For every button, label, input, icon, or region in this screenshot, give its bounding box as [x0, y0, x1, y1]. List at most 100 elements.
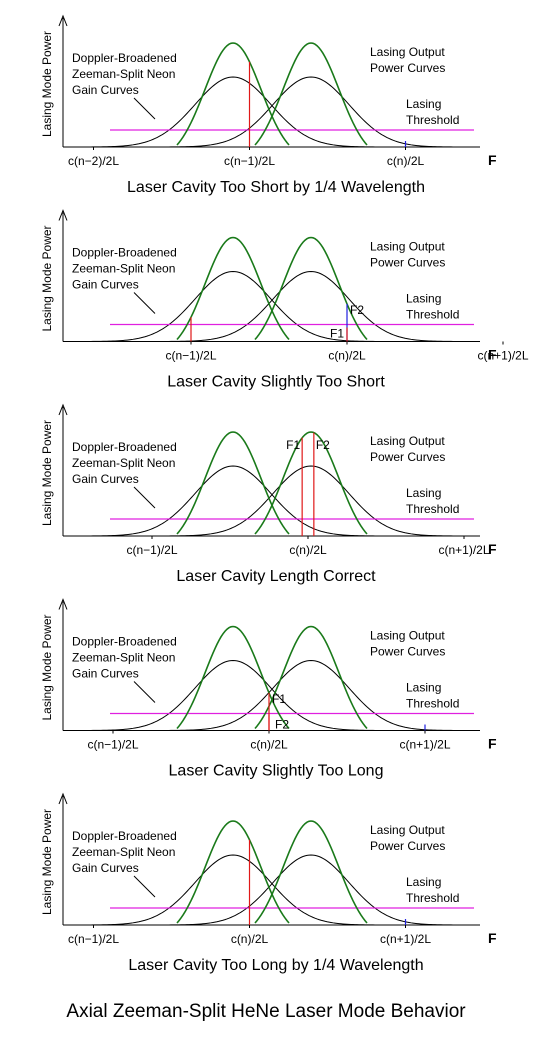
tick-label: c(n)/2L: [250, 738, 288, 752]
output-curve-right: [254, 236, 368, 341]
tick-label: c(n−1)/2L: [87, 738, 138, 752]
panel-title: Laser Cavity Slightly Too Short: [167, 374, 385, 391]
x-axis-label: F: [488, 347, 497, 363]
gain-label: Gain Curves: [72, 667, 139, 681]
gain-pointer: [133, 681, 156, 703]
threshold-label: Threshold: [406, 891, 459, 905]
gain-curve-left: [71, 76, 471, 148]
threshold-label: Lasing: [406, 97, 441, 111]
y-axis-arrow: [58, 14, 68, 27]
y-axis-label: Lasing Mode Power: [40, 614, 54, 720]
gain-label: Zeeman-Split Neon: [72, 651, 175, 665]
threshold-label: Lasing: [406, 486, 441, 500]
gain-curve-right: [71, 76, 471, 148]
tick-label: c(n−1)/2L: [68, 932, 119, 946]
threshold-label: Threshold: [406, 502, 459, 516]
tick-label: c(n−1)/2L: [224, 154, 275, 168]
y-axis-arrow: [58, 598, 68, 610]
tick-label: c(n)/2L: [231, 932, 269, 946]
gain-label: Doppler-Broadened: [72, 635, 177, 649]
gain-label: Gain Curves: [72, 278, 139, 292]
panel-3: Lasing Mode Power F Doppler-Broadened Zeema…: [40, 403, 497, 585]
gain-pointer: [133, 875, 156, 898]
tick-label: c(n+1)/2L: [438, 543, 489, 557]
mode-label: F1: [272, 692, 286, 706]
mode-label: F2: [316, 438, 330, 452]
output-curve-right: [254, 625, 368, 730]
output-curve-left: [176, 431, 290, 535]
output-curve-left: [176, 236, 290, 341]
panel-title: Laser Cavity Slightly Too Long: [169, 763, 384, 780]
y-axis-label: Lasing Mode Power: [40, 31, 54, 137]
gain-curve-right: [71, 854, 471, 926]
output-curve-right: [254, 42, 368, 146]
x-axis-label: F: [488, 152, 497, 168]
x-axis-label: F: [488, 541, 497, 557]
gain-label: Doppler-Broadened: [72, 246, 177, 260]
output-label: Lasing Output: [370, 45, 445, 59]
tick-label: c(n)/2L: [289, 543, 327, 557]
panels-group: Lasing Mode Power F Doppler-Broadened Zeema…: [40, 14, 529, 974]
gain-label: Gain Curves: [72, 472, 139, 486]
gain-label: Zeeman-Split Neon: [72, 456, 175, 470]
output-label: Power Curves: [370, 61, 445, 75]
gain-label: Gain Curves: [72, 861, 139, 875]
x-axis-label: F: [488, 930, 497, 946]
tick-label: c(n)/2L: [387, 154, 425, 168]
output-label: Lasing Output: [370, 434, 445, 448]
output-curve-left: [176, 42, 290, 146]
x-axis-label: F: [488, 736, 497, 752]
gain-curve-left: [71, 854, 471, 926]
y-axis-label: Lasing Mode Power: [40, 225, 54, 331]
y-axis-label: Lasing Mode Power: [40, 420, 54, 526]
gain-curve-right: [71, 659, 471, 731]
output-label: Power Curves: [370, 256, 445, 270]
output-curve-left: [176, 820, 290, 924]
mode-label: F1: [286, 438, 300, 452]
y-axis-arrow: [58, 403, 68, 416]
panel-title: Laser Cavity Too Long by 1/4 Wavelength: [128, 957, 423, 974]
output-label: Power Curves: [370, 450, 445, 464]
tick-label: c(n+1)/2L: [399, 738, 450, 752]
threshold-label: Lasing: [406, 681, 441, 695]
gain-label: Zeeman-Split Neon: [72, 845, 175, 859]
panel-title: Laser Cavity Too Short by 1/4 Wavelength: [127, 179, 425, 196]
gain-pointer: [133, 97, 156, 120]
output-label: Lasing Output: [370, 240, 445, 254]
tick-label: c(n+1)/2L: [380, 932, 431, 946]
gain-pointer: [133, 292, 156, 314]
tick-label: c(n+1)/2L: [477, 349, 528, 363]
gain-curve-left: [71, 659, 471, 731]
mode-label: F2: [350, 303, 364, 317]
tick-label: c(n−1)/2L: [126, 543, 177, 557]
output-curve-left: [176, 625, 290, 730]
tick-label: c(n)/2L: [328, 349, 366, 363]
output-curve-right: [254, 820, 368, 924]
panel-1: Lasing Mode Power F Doppler-Broadened Zeema…: [40, 14, 497, 196]
threshold-label: Threshold: [406, 308, 459, 322]
output-curve-right: [254, 431, 368, 535]
gain-label: Doppler-Broadened: [72, 440, 177, 454]
output-label: Power Curves: [370, 645, 445, 659]
threshold-label: Threshold: [406, 697, 459, 711]
gain-pointer: [133, 486, 156, 509]
output-label: Power Curves: [370, 839, 445, 853]
gain-label: Zeeman-Split Neon: [72, 67, 175, 81]
tick-label: c(n−1)/2L: [165, 349, 216, 363]
panel-2: Lasing Mode Power F Doppler-Broadened Zeema…: [40, 209, 529, 391]
y-axis-arrow: [58, 792, 68, 805]
y-axis-label: Lasing Mode Power: [40, 809, 54, 915]
gain-label: Zeeman-Split Neon: [72, 262, 175, 276]
panel-4: Lasing Mode Power F Doppler-Broadened Zeema…: [40, 598, 497, 780]
main-title: Axial Zeeman-Split HeNe Laser Mode Behav…: [66, 1001, 466, 1022]
y-axis-arrow: [58, 209, 68, 221]
gain-label: Gain Curves: [72, 83, 139, 97]
gain-curve-right: [71, 270, 471, 342]
gain-curve-left: [71, 270, 471, 342]
output-label: Lasing Output: [370, 823, 445, 837]
threshold-label: Lasing: [406, 292, 441, 306]
gain-label: Doppler-Broadened: [72, 51, 177, 65]
threshold-label: Threshold: [406, 113, 459, 127]
output-label: Lasing Output: [370, 629, 445, 643]
